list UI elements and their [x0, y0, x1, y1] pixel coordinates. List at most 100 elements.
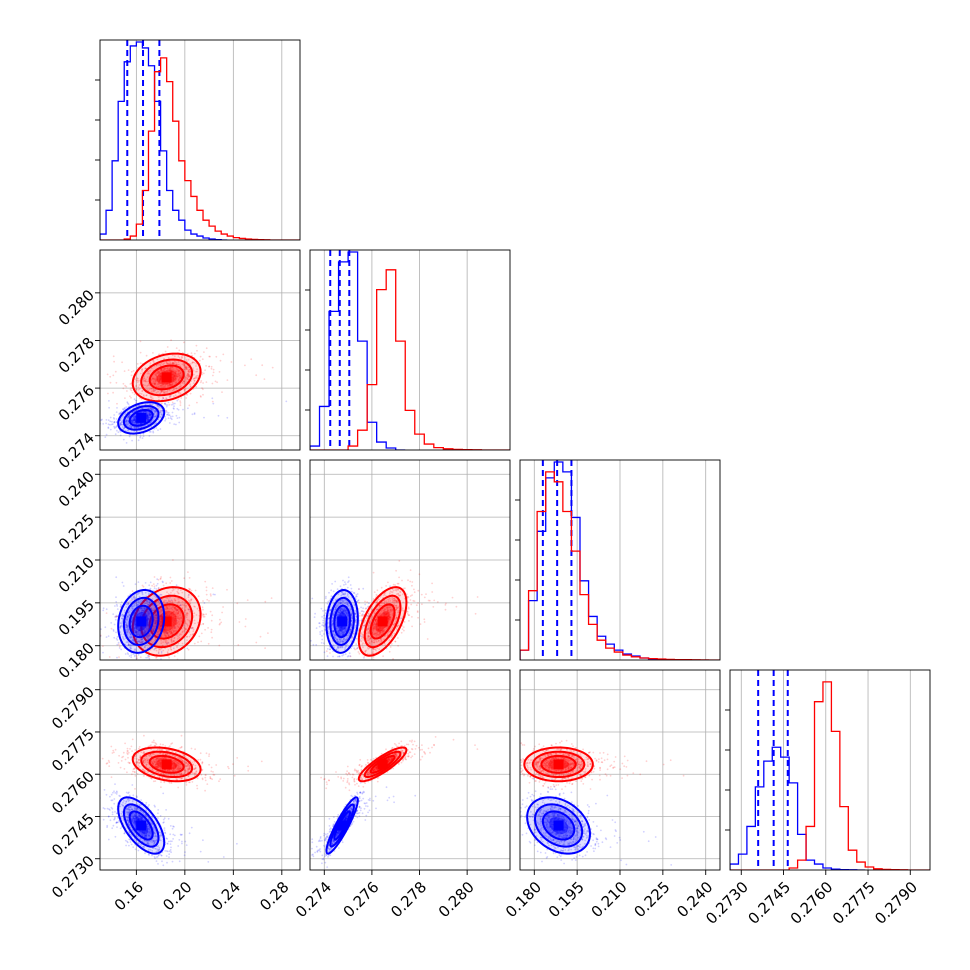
sample-point-red — [166, 607, 169, 610]
sample-point-red — [181, 591, 184, 594]
sample-point-red — [187, 369, 190, 372]
sample-point-red — [474, 612, 477, 615]
sample-point-blue — [119, 412, 121, 415]
sample-point-red — [160, 384, 163, 387]
sample-point-blue — [136, 600, 138, 603]
sample-point-red — [366, 601, 369, 603]
sample-point-blue — [147, 423, 150, 425]
sample-point-red — [170, 638, 173, 640]
sample-point-blue — [133, 603, 136, 606]
sample-point-blue — [119, 625, 122, 628]
sample-point-red — [167, 609, 170, 612]
sample-point-blue — [134, 420, 137, 423]
sample-point-red — [153, 619, 156, 622]
sample-point-red — [170, 370, 173, 373]
sample-point-red — [387, 620, 390, 623]
sample-point-blue — [102, 607, 105, 610]
sample-point-red — [172, 373, 175, 376]
sample-point-blue — [175, 414, 178, 417]
sample-point-red — [367, 627, 370, 630]
sample-point-red — [170, 630, 172, 633]
sample-point-red — [146, 618, 149, 621]
sample-point-red — [178, 634, 181, 637]
sample-point-blue — [134, 619, 137, 621]
sample-point-red — [170, 632, 172, 635]
sample-point-red — [135, 388, 138, 391]
sample-point-blue — [352, 591, 355, 594]
sample-point-red — [117, 643, 120, 646]
sample-point-blue — [186, 647, 189, 650]
sample-point-red — [159, 609, 162, 611]
sample-point-blue — [145, 630, 147, 633]
sample-point-blue — [146, 610, 149, 613]
sample-point-red — [170, 649, 173, 651]
sample-point-red — [158, 371, 160, 374]
sample-point-blue — [126, 603, 129, 606]
sample-point-blue — [179, 604, 182, 606]
sample-point-red — [173, 362, 176, 364]
sample-point-red — [168, 382, 171, 384]
sample-point-red — [158, 380, 161, 383]
sample-point-blue — [118, 413, 121, 416]
sample-point-blue — [129, 647, 132, 649]
sample-point-blue — [147, 415, 150, 418]
hist-panel-1 — [310, 250, 510, 450]
sample-point-red — [148, 384, 151, 387]
sample-point-red — [151, 584, 154, 587]
sample-point-blue — [150, 409, 153, 411]
sample-point-red — [372, 626, 375, 628]
sample-point-blue — [120, 601, 123, 603]
sample-point-red — [420, 593, 423, 596]
sample-point-red — [195, 614, 198, 616]
sample-point-blue — [141, 609, 144, 612]
sample-point-red — [406, 611, 409, 613]
sample-point-red — [389, 606, 391, 609]
sample-point-red — [170, 632, 173, 634]
sample-point-blue — [153, 415, 156, 418]
sample-point-blue — [128, 415, 131, 417]
sample-point-red — [418, 573, 421, 576]
sample-point-red — [158, 648, 161, 650]
sample-point-blue — [145, 614, 148, 617]
sample-point-red — [197, 374, 200, 377]
sample-point-blue — [172, 619, 175, 621]
sample-point-blue — [133, 416, 136, 419]
sample-point-red — [210, 628, 213, 631]
contour-red — [148, 364, 185, 391]
sample-point-blue — [132, 419, 135, 421]
sample-point-blue — [141, 591, 144, 593]
sample-point-red — [364, 607, 367, 610]
sample-point-red — [372, 662, 374, 664]
sample-point-red — [358, 588, 360, 590]
sample-point-red — [180, 633, 183, 636]
sample-point-red — [155, 364, 158, 367]
sample-point-red — [183, 380, 185, 383]
sample-point-red — [144, 380, 146, 382]
sample-point-blue — [140, 611, 142, 614]
sample-point-blue — [147, 417, 150, 420]
sample-point-red — [172, 621, 175, 623]
sample-point-red — [171, 354, 174, 357]
sample-point-red — [212, 374, 214, 377]
sample-point-blue — [149, 403, 151, 405]
sample-point-red — [170, 632, 173, 634]
sample-point-red — [167, 631, 170, 634]
sample-point-red — [159, 577, 162, 580]
sample-point-red — [178, 385, 181, 388]
sample-point-red — [160, 362, 163, 365]
sample-point-blue — [134, 629, 136, 632]
sample-point-red — [158, 373, 161, 375]
sample-point-red — [175, 382, 177, 384]
sample-point-blue — [137, 604, 140, 606]
sample-point-red — [171, 362, 174, 365]
sample-point-red — [183, 609, 186, 612]
sample-point-blue — [319, 631, 321, 633]
sample-point-blue — [167, 401, 170, 404]
sample-point-red — [192, 630, 195, 632]
sample-point-red — [374, 620, 377, 623]
contour-red — [140, 358, 194, 397]
sample-point-red — [172, 616, 175, 619]
sample-point-blue — [137, 631, 140, 634]
sample-point-blue — [102, 423, 105, 425]
sample-point-red — [170, 630, 172, 633]
